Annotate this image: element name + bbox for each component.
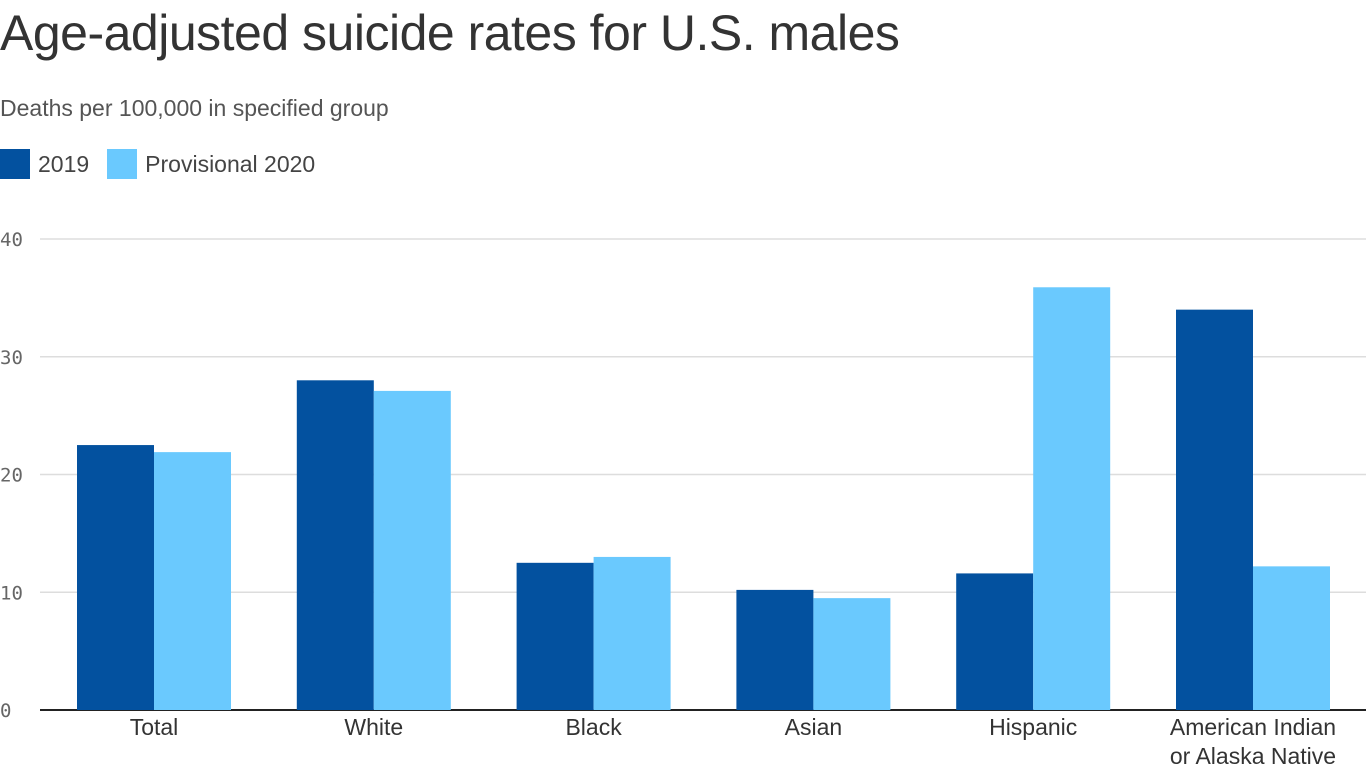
bar-black-2019 (516, 562, 594, 710)
y-tick-label-10: 10 (0, 582, 23, 604)
bars (77, 287, 1330, 710)
bar-asian-provisional-2020 (813, 598, 891, 710)
bar-total-provisional-2020 (154, 452, 231, 710)
chart-subtitle: Deaths per 100,000 in specified group (0, 95, 389, 121)
bar-white-2019 (296, 380, 374, 710)
legend-label-provisional-2020: Provisional 2020 (145, 150, 316, 177)
legend-item-2019: 2019 (0, 149, 89, 179)
legend: 2019 Provisional 2020 (0, 148, 333, 180)
gridlines (40, 238, 1366, 711)
bar-hispanic-provisional-2020 (1033, 287, 1111, 710)
y-tick-label-0: 0 (0, 700, 11, 722)
x-tick-label-american-indian-or-alaska-native-line-1: American Indian (1170, 714, 1336, 740)
bar-asian-2019 (736, 589, 814, 710)
x-tick-label-black: Black (565, 714, 622, 740)
y-tick-label-20: 20 (0, 465, 23, 487)
x-tick-label-total: Total (130, 714, 179, 740)
legend-item-provisional-2020: Provisional 2020 (107, 149, 315, 179)
y-tick-label-30: 30 (0, 347, 23, 369)
y-tick-label-40: 40 (0, 229, 23, 251)
bar-american-indian-or-alaska-native-provisional-2020 (1253, 566, 1330, 710)
x-tick-label-white: White (344, 714, 403, 740)
bar-black-provisional-2020 (593, 556, 671, 710)
bar-hispanic-2019 (956, 573, 1034, 710)
legend-swatch-2019 (0, 149, 30, 179)
chart-title: Age-adjusted suicide rates for U.S. male… (0, 5, 900, 61)
bar-american-indian-or-alaska-native-2019 (1176, 309, 1253, 710)
bar-total-2019 (77, 445, 154, 710)
x-tick-label-asian: Asian (785, 714, 843, 740)
x-tick-label-hispanic: Hispanic (989, 714, 1077, 740)
axis-labels: 0 10 20 30 40 Total White Black Asian Hispanic Ame… (0, 229, 1336, 768)
legend-label-2019: 2019 (38, 150, 90, 177)
legend-swatch-provisional-2020 (107, 149, 138, 179)
bar-white-provisional-2020 (373, 390, 451, 710)
x-tick-label-american-indian-or-alaska-native-line-2: or Alaska Native (1170, 743, 1336, 768)
